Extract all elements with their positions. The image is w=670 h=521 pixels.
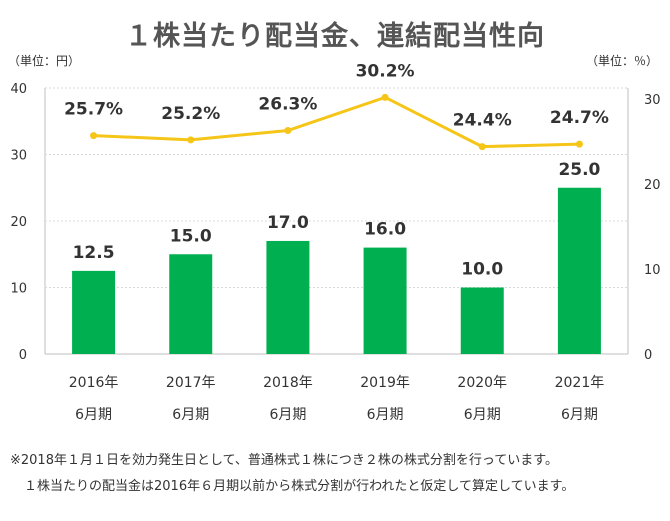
bar-value-label: 17.0 xyxy=(267,213,309,233)
bar-value-label: 10.0 xyxy=(461,260,503,280)
line-value-label: 30.2% xyxy=(356,61,415,81)
line-point xyxy=(187,136,195,144)
bar xyxy=(72,270,116,354)
line-value-label: 26.3% xyxy=(258,94,317,114)
line-value-label: 25.7% xyxy=(64,100,123,120)
x-tick-label-year: 2017年 xyxy=(166,375,216,391)
left-axis-unit: （単位：円） xyxy=(8,54,81,68)
line-series xyxy=(90,93,583,151)
bar xyxy=(169,254,213,354)
x-tick-label-period: 6月期 xyxy=(75,407,112,423)
bar xyxy=(460,287,504,354)
right-tick-label: 10 xyxy=(644,263,661,278)
grid-layer xyxy=(44,87,629,355)
bar xyxy=(266,240,310,354)
bar xyxy=(557,187,601,354)
x-tick-label-year: 2020年 xyxy=(457,375,507,391)
left-tick-label: 30 xyxy=(10,149,27,164)
x-tick-label-period: 6月期 xyxy=(561,407,598,423)
bar-series xyxy=(72,187,601,354)
footnote-1: ※2018年１月１日を効力発生日として、普通株式１株につき２株の株式分割を行って… xyxy=(10,453,558,468)
footnote-2: １株当たりの配当金は2016年６月期以前から株式分割が行われたと仮定して算定して… xyxy=(24,479,575,494)
line-point xyxy=(90,132,98,140)
line-data-labels: 25.7% 25.2% 26.3% 30.2% 24.4% 24.7% xyxy=(64,61,609,130)
bar-value-label: 25.0 xyxy=(558,160,600,180)
bar-value-label: 12.5 xyxy=(73,243,115,263)
line-point xyxy=(284,126,292,134)
bar-data-labels: 12.5 15.0 17.0 16.0 10.0 25.0 xyxy=(73,160,601,280)
right-axis-ticks: 0 10 20 30 xyxy=(644,93,661,363)
line-point xyxy=(478,143,486,151)
line-point xyxy=(381,93,389,101)
x-axis-labels: 2016年 6月期 2017年 6月期 2018年 6月期 2019年 6月期 2020年 6月期… xyxy=(69,375,604,423)
right-axis-unit: （単位：％） xyxy=(585,54,658,68)
chart-title: １株当たり配当金、連結配当性向 xyxy=(125,21,545,52)
line-value-label: 25.2% xyxy=(161,104,220,124)
left-tick-label: 40 xyxy=(10,82,27,97)
left-tick-label: 10 xyxy=(10,282,27,297)
x-tick-label-year: 2021年 xyxy=(555,375,605,391)
x-tick-label-year: 2019年 xyxy=(360,375,410,391)
line-path xyxy=(93,95,580,149)
bar-value-label: 16.0 xyxy=(364,220,406,240)
right-tick-label: 20 xyxy=(644,178,661,193)
x-tick-label-period: 6月期 xyxy=(367,407,404,423)
x-tick-label-period: 6月期 xyxy=(269,407,306,423)
right-tick-label: 30 xyxy=(644,93,661,108)
right-tick-label: 0 xyxy=(644,348,652,363)
x-tick-label-period: 6月期 xyxy=(464,407,501,423)
combo-chart: 0 10 20 30 40 0 10 20 30 12.5 15.0 17.0 16.0 10.0 25… xyxy=(10,61,661,423)
x-tick-label-year: 2018年 xyxy=(263,375,313,391)
x-tick-label-period: 6月期 xyxy=(172,407,209,423)
bar-value-label: 15.0 xyxy=(170,226,212,246)
line-point xyxy=(575,140,583,148)
left-tick-label: 20 xyxy=(10,215,27,230)
line-value-label: 24.4% xyxy=(453,111,512,131)
left-tick-label: 0 xyxy=(19,348,27,363)
line-value-label: 24.7% xyxy=(550,108,609,128)
left-axis-ticks: 0 10 20 30 40 xyxy=(10,82,27,363)
bar xyxy=(363,247,407,354)
x-tick-label-year: 2016年 xyxy=(69,375,119,391)
